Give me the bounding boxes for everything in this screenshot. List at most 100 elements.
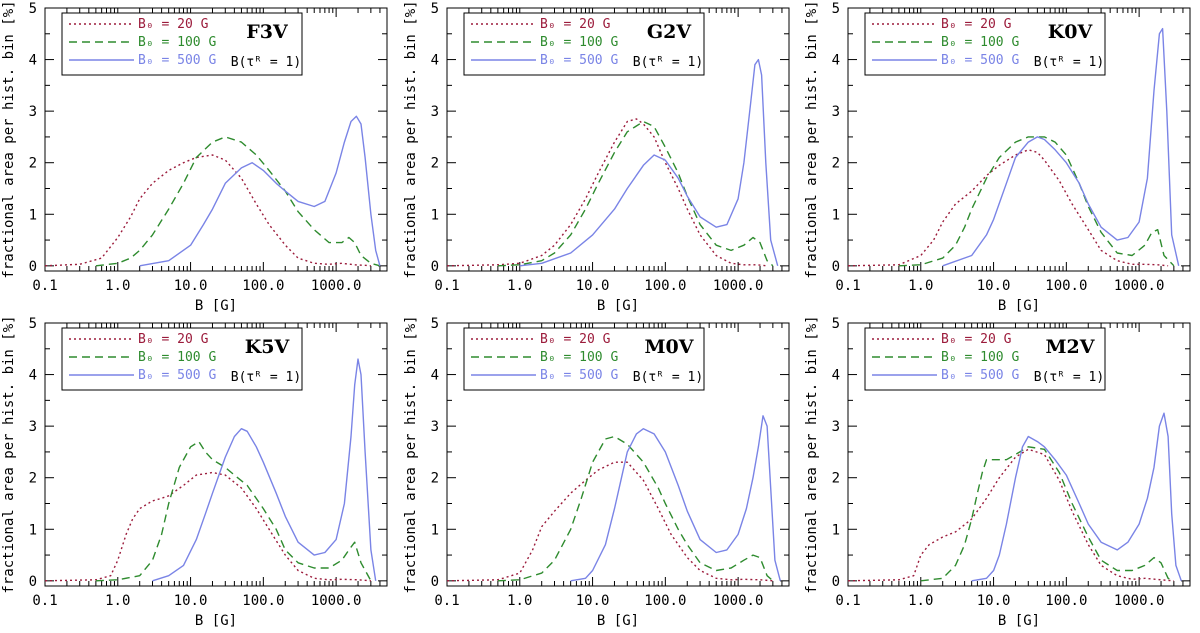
- x-tick-label: 10.0: [576, 593, 610, 609]
- y-tick-label: 0: [832, 259, 840, 275]
- series-line-b0-20g: [45, 154, 371, 267]
- y-tick-label: 4: [832, 368, 840, 384]
- x-tick-label: 100.0: [644, 278, 686, 294]
- y-tick-label: 5: [29, 316, 37, 332]
- y-tick-label: 3: [431, 104, 439, 120]
- y-tick-label: 1: [29, 522, 37, 538]
- legend-label: B₀ = 500 G: [540, 53, 618, 68]
- legend-label: B₀ = 100 G: [138, 350, 216, 365]
- legend: B₀ = 20 G B₀ = 100 G B₀ = 500 G M0V B(τᴿ = 1…: [463, 327, 705, 391]
- x-tick-label: 1.0: [507, 278, 532, 294]
- legend: B₀ = 20 G B₀ = 100 G B₀ = 500 G G2V B(τᴿ = 1…: [463, 12, 705, 76]
- legend-label: B₀ = 500 G: [138, 53, 216, 68]
- x-tick-label: 0.1: [434, 278, 459, 294]
- legend-label: B₀ = 100 G: [540, 350, 618, 365]
- legend: B₀ = 20 G B₀ = 100 G B₀ = 500 G F3V B(τᴿ = 1…: [61, 12, 303, 76]
- x-tick-label: 1000.0: [713, 278, 764, 294]
- y-tick-label: 2: [29, 471, 37, 487]
- x-axis-label: B [G]: [597, 613, 639, 629]
- legend-box: [864, 327, 1106, 391]
- y-tick-label: 2: [431, 156, 439, 172]
- series-line-b0-20g: [848, 448, 1174, 582]
- x-tick-label: 1.0: [105, 278, 130, 294]
- y-tick-label: 5: [832, 316, 840, 332]
- legend-label: B₀ = 500 G: [540, 368, 618, 383]
- y-tick-label: 4: [431, 368, 439, 384]
- y-tick-label: 0: [431, 574, 439, 590]
- star-type-label: K5V: [245, 336, 291, 358]
- y-tick-label: 2: [832, 471, 840, 487]
- x-tick-label: 1000.0: [311, 278, 362, 294]
- y-tick-label: 0: [431, 259, 439, 275]
- x-axis-label: B [G]: [597, 298, 639, 314]
- x-tick-label: 1000.0: [1114, 593, 1165, 609]
- x-tick-label: 100.0: [242, 278, 284, 294]
- y-axis-label: fractional area per hist. bin [%]: [804, 315, 820, 593]
- x-tick-label: 1000.0: [311, 593, 362, 609]
- series-group: [848, 27, 1180, 267]
- series-line-b0-100g: [898, 136, 1175, 267]
- x-tick-label: 0.1: [835, 593, 860, 609]
- legend-note: B(τᴿ = 1): [633, 370, 703, 385]
- y-tick-label: 4: [832, 53, 840, 69]
- legend-label: B₀ = 100 G: [138, 35, 216, 50]
- chart-panel-g2v: 0.1 1.0 10.0 100.0 1000.0 0 1 2 3 4 5 B [G] fraction…: [403, 0, 790, 314]
- legend-note: B(τᴿ = 1): [231, 370, 301, 385]
- legend-box: [463, 12, 705, 76]
- legend: B₀ = 20 G B₀ = 100 G B₀ = 500 G K5V B(τᴿ = 1…: [61, 327, 303, 391]
- x-axis-label: B [G]: [998, 613, 1040, 629]
- x-tick-label: 100.0: [242, 593, 284, 609]
- y-tick-label: 0: [29, 259, 37, 275]
- legend-label: B₀ = 500 G: [941, 368, 1019, 383]
- x-tick-label: 1.0: [908, 278, 933, 294]
- x-axis-label: B [G]: [195, 298, 237, 314]
- x-tick-label: 1.0: [105, 593, 130, 609]
- legend-label: B₀ = 100 G: [941, 35, 1019, 50]
- chart-panel-k5v: 0.1 1.0 10.0 100.0 1000.0 0 1 2 3 4 5 B [G] fraction…: [1, 315, 388, 629]
- y-axis-label: fractional area per hist. bin [%]: [403, 0, 419, 278]
- legend-label: B₀ = 100 G: [540, 35, 618, 50]
- y-tick-label: 3: [29, 419, 37, 435]
- y-tick-label: 5: [832, 1, 840, 17]
- y-tick-label: 1: [29, 207, 37, 223]
- legend-label: B₀ = 20 G: [138, 332, 209, 347]
- plot-frame: [847, 7, 1191, 272]
- chart-panel-m2v: 0.1 1.0 10.0 100.0 1000.0 0 1 2 3 4 5 B [G] fraction…: [804, 315, 1191, 629]
- legend-label: B₀ = 500 G: [941, 53, 1019, 68]
- x-axis-label: B [G]: [195, 613, 237, 629]
- y-axis-label: fractional area per hist. bin [%]: [804, 0, 820, 278]
- star-type-label: M0V: [645, 336, 695, 358]
- series-line-b0-500g: [942, 27, 1180, 267]
- series-line-b0-100g: [497, 435, 774, 582]
- chart-panel-f3v: 0.1 1.0 10.0 100.0 1000.0 0 1 2 3 4 5 B [G] fraction…: [1, 0, 388, 314]
- y-tick-label: 5: [29, 1, 37, 17]
- series-line-b0-500g: [519, 58, 779, 267]
- star-type-label: G2V: [647, 21, 692, 43]
- series-line-b0-100g: [920, 446, 1175, 582]
- legend-box: [864, 12, 1106, 76]
- x-tick-label: 0.1: [835, 278, 860, 294]
- series-group: [848, 412, 1182, 582]
- legend-box: [61, 12, 303, 76]
- y-tick-label: 1: [431, 207, 439, 223]
- legend-box: [463, 327, 705, 391]
- star-type-label: F3V: [246, 21, 289, 43]
- series-group: [45, 115, 381, 267]
- y-axis-label: fractional area per hist. bin [%]: [1, 0, 17, 278]
- legend-label: B₀ = 500 G: [138, 368, 216, 383]
- series-line-b0-500g: [570, 415, 781, 582]
- x-axis-label: B [G]: [998, 298, 1040, 314]
- plot-frame: [44, 7, 388, 272]
- y-tick-label: 4: [29, 53, 37, 69]
- legend-label: B₀ = 20 G: [941, 17, 1012, 32]
- x-tick-label: 100.0: [644, 593, 686, 609]
- x-tick-label: 1000.0: [713, 593, 764, 609]
- series-group: [45, 358, 377, 582]
- plot-frame: [44, 322, 388, 587]
- chart-panel-k0v: 0.1 1.0 10.0 100.0 1000.0 0 1 2 3 4 5 B [G] fraction…: [804, 0, 1191, 314]
- series-group: [447, 415, 781, 582]
- legend-note: B(τᴿ = 1): [1034, 370, 1104, 385]
- series-line-b0-100g: [95, 136, 381, 267]
- y-tick-label: 3: [29, 104, 37, 120]
- legend: B₀ = 20 G B₀ = 100 G B₀ = 500 G K0V B(τᴿ = 1…: [864, 12, 1106, 76]
